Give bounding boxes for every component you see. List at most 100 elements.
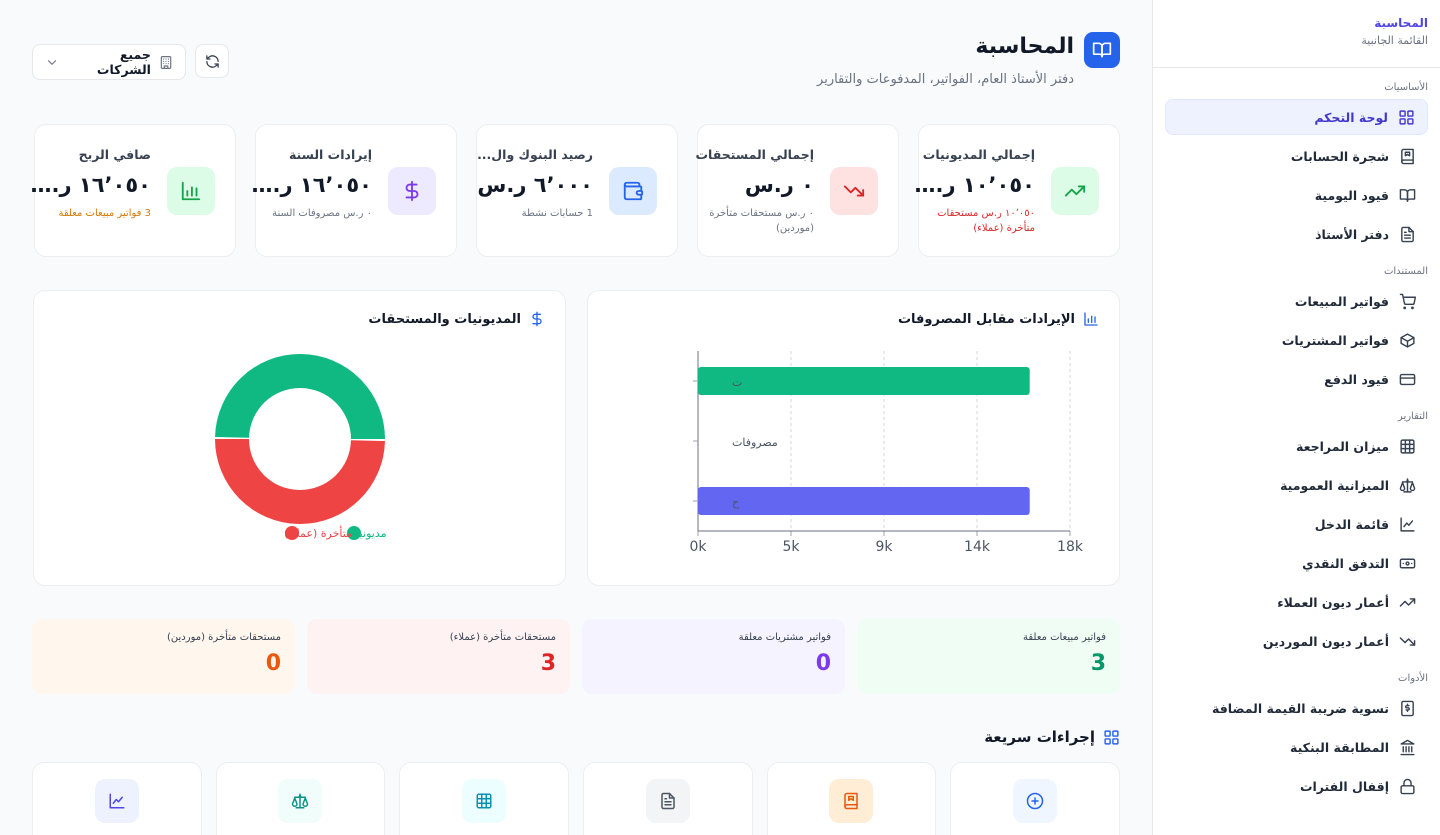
dashboard-icon bbox=[1399, 109, 1414, 125]
page-header: المحاسبة دفتر الأستاذ العام، الفواتير، ا… bbox=[32, 32, 1120, 92]
count-label: مستحقات متأخرة (عملاء) bbox=[449, 632, 556, 643]
sidebar-item[interactable]: شجرة الحسابات bbox=[1165, 138, 1428, 174]
page-title: المحاسبة bbox=[975, 34, 1074, 59]
wallet-icon bbox=[623, 181, 644, 201]
sidebar-item[interactable]: دفتر الأستاذ bbox=[1165, 216, 1428, 252]
revenue-expenses-panel: الإيرادات مقابل المصروفات 0k 5k 9k 14k 18k ت م… bbox=[587, 290, 1120, 586]
quick-actions-title-text: إجراءات سريعة bbox=[984, 728, 1095, 746]
sidebar-item[interactable]: فواتير المشتريات bbox=[1165, 322, 1428, 358]
x-tick-label: 14k bbox=[964, 539, 991, 555]
stat-note: 1 حسابات نشطة bbox=[521, 208, 593, 219]
sidebar-section-label: المستندات bbox=[1383, 266, 1428, 277]
sidebar-item-label: أعمار ديون الموردين bbox=[1262, 633, 1389, 649]
count-value: 3 bbox=[1090, 651, 1106, 676]
lock-icon bbox=[1400, 778, 1415, 794]
legend-label: متأخرة (عملاء) bbox=[284, 525, 352, 540]
x-tick-label: 0k bbox=[689, 539, 707, 555]
chevron-down-icon bbox=[47, 59, 57, 65]
sidebar-section-label: الأدوات bbox=[1398, 673, 1428, 684]
receivables-payables-title-text: المديونيات والمستحقات bbox=[368, 311, 521, 327]
stat-icon bbox=[388, 167, 436, 215]
legend-dot bbox=[347, 526, 361, 540]
credit-card-icon bbox=[1399, 373, 1416, 385]
stats-row: إجمالي المديونيات ١٠٬٠٥٠ ر.… ١٠٬٠٥٠ ر.س مس… bbox=[30, 124, 1120, 257]
bar-chart-icon bbox=[181, 181, 201, 201]
quick-actions-title: إجراءات سريعة bbox=[984, 728, 1120, 746]
y-tick-label: مصروفات bbox=[732, 436, 778, 449]
revenue-expenses-title-text: الإيرادات مقابل المصروفات bbox=[897, 311, 1075, 327]
quick-actions-row bbox=[31, 762, 1120, 835]
quick-action-card[interactable] bbox=[399, 762, 569, 835]
refresh-icon bbox=[205, 54, 219, 68]
sidebar-nav: الأساسيات لوحة التحكم شجرة الحسابات قيود ال… bbox=[1153, 82, 1440, 804]
sidebar-item[interactable]: أعمار ديون الموردين bbox=[1165, 623, 1428, 659]
trending-up-icon bbox=[1399, 597, 1416, 607]
sidebar: المحاسبة القائمة الجانبية الأساسيات لوحة … bbox=[1152, 0, 1440, 835]
y-tick-label: ت bbox=[732, 376, 742, 389]
sidebar-section-label: الأساسيات bbox=[1384, 82, 1428, 93]
sidebar-item[interactable]: أعمار ديون العملاء bbox=[1165, 584, 1428, 620]
count-value: 0 bbox=[815, 651, 831, 676]
quick-action-card[interactable] bbox=[582, 762, 753, 835]
table-icon bbox=[476, 793, 492, 809]
stat-card: إيرادات السنة ١٦٬٠٥٠ ر.… ٠ ر.س مصروفات الس… bbox=[252, 124, 457, 257]
sidebar-item-label: فواتير المبيعات bbox=[1294, 293, 1389, 309]
y-tick-label: ح bbox=[732, 496, 740, 509]
stat-label: رصيد البنوك وال... bbox=[477, 147, 593, 162]
revenue-expenses-title: الإيرادات مقابل المصروفات bbox=[898, 311, 1099, 327]
scale-icon bbox=[1399, 477, 1416, 493]
line-chart-icon bbox=[1400, 516, 1415, 532]
bar bbox=[698, 487, 1030, 515]
sidebar-item-label: قيود اليومية bbox=[1314, 187, 1389, 203]
sidebar-item[interactable]: قيود اليومية bbox=[1165, 177, 1428, 213]
bar-chart-icon bbox=[1084, 312, 1098, 326]
open-book-icon bbox=[1399, 188, 1416, 202]
sidebar-item[interactable]: فواتير المبيعات bbox=[1165, 283, 1428, 319]
receivables-payables-title: المديونيات والمستحقات bbox=[368, 311, 545, 327]
quick-action-card[interactable] bbox=[31, 762, 202, 835]
count-card: مستحقات متأخرة (موردين) 0 bbox=[32, 619, 295, 694]
quick-action-icon bbox=[462, 779, 507, 823]
sidebar-item-label: قائمة الدخل bbox=[1314, 516, 1389, 532]
refresh-button[interactable] bbox=[195, 44, 229, 78]
sidebar-item[interactable]: قيود الدفع bbox=[1165, 361, 1428, 397]
sidebar-item[interactable]: المطابقة البنكية bbox=[1165, 729, 1428, 765]
charts-row: الإيرادات مقابل المصروفات 0k 5k 9k 14k 18k ت م… bbox=[32, 290, 1120, 586]
table-icon bbox=[1400, 438, 1415, 454]
count-label: فواتير مبيعات معلقة bbox=[1023, 632, 1106, 643]
file-text-icon bbox=[1401, 226, 1414, 242]
stat-note: 3 فواتير مبيعات معلقة bbox=[58, 208, 151, 219]
receipt-icon bbox=[1401, 700, 1414, 716]
stat-value: ٠ ر.س bbox=[744, 173, 814, 197]
sidebar-item[interactable]: قائمة الدخل bbox=[1165, 506, 1428, 542]
sidebar-item[interactable]: لوحة التحكم bbox=[1165, 99, 1428, 135]
sidebar-item[interactable]: التدفق النقدي bbox=[1165, 545, 1428, 581]
sidebar-item[interactable]: ميزان المراجعة bbox=[1165, 428, 1428, 464]
stat-label: صافي الربح bbox=[78, 147, 151, 162]
stat-note: ٠ ر.س مصروفات السنة bbox=[272, 208, 372, 219]
sidebar-item[interactable]: الميزانية العمومية bbox=[1165, 467, 1428, 503]
sidebar-item[interactable]: إقفال الفترات bbox=[1165, 768, 1428, 804]
quick-action-card[interactable] bbox=[950, 762, 1120, 835]
sidebar-item-label: شجرة الحسابات bbox=[1290, 148, 1389, 164]
revenue-expenses-bar-chart: 0k 5k 9k 14k 18k ت مصروفات ح bbox=[689, 351, 1084, 555]
stat-label: إيرادات السنة bbox=[288, 147, 372, 162]
sidebar-header: المحاسبة القائمة الجانبية bbox=[1153, 0, 1440, 68]
company-select[interactable]: جميع الشركات bbox=[32, 44, 186, 80]
sidebar-title: المحاسبة bbox=[1374, 16, 1428, 30]
quick-action-icon bbox=[278, 779, 323, 823]
banknote-icon bbox=[1399, 558, 1416, 568]
quick-action-icon bbox=[94, 779, 139, 823]
stat-value: ١٦٬٠٥٠ ر.… bbox=[30, 173, 151, 197]
quick-action-card[interactable] bbox=[215, 762, 386, 835]
sidebar-item-label: ميزان المراجعة bbox=[1296, 438, 1389, 454]
stat-icon bbox=[830, 167, 878, 215]
trending-down-icon bbox=[843, 185, 865, 197]
trending-down-icon bbox=[1399, 636, 1416, 646]
sidebar-item[interactable]: تسوية ضريبة القيمة المضافة bbox=[1165, 690, 1428, 726]
sidebar-item-label: الميزانية العمومية bbox=[1280, 477, 1389, 493]
sidebar-item-label: أعمار ديون العملاء bbox=[1277, 594, 1389, 610]
quick-action-card[interactable] bbox=[766, 762, 937, 835]
sidebar-subtitle: القائمة الجانبية bbox=[1361, 34, 1428, 47]
